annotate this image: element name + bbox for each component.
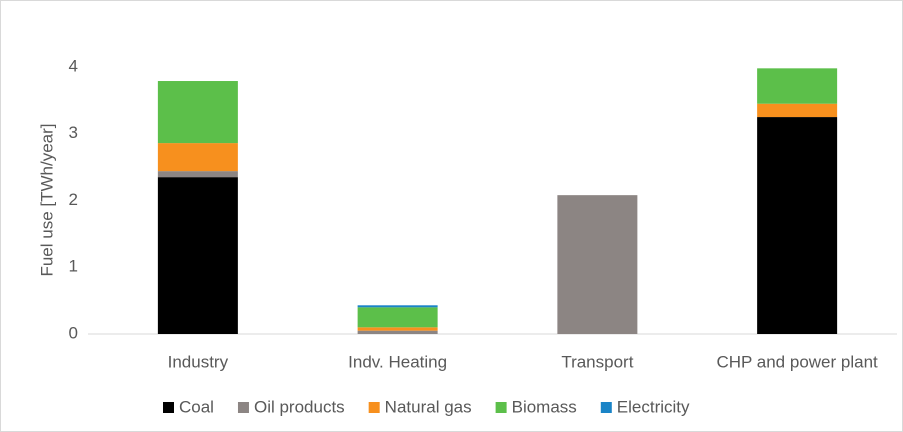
x-tick-label: Transport	[561, 352, 633, 371]
legend-swatch	[368, 402, 380, 413]
bar-segment	[357, 327, 438, 331]
bar-segment	[157, 81, 238, 144]
bar-segment	[357, 307, 438, 328]
bar-segment	[157, 177, 238, 334]
legend-label: Coal	[179, 397, 214, 416]
bar-segment	[157, 143, 238, 172]
bar-segment	[357, 305, 438, 308]
y-tick-label: 0	[69, 323, 78, 342]
y-tick-label: 2	[69, 190, 78, 209]
x-tick-label: Indv. Heating	[348, 352, 447, 371]
bar-segment	[557, 195, 638, 334]
legend-label: Oil products	[254, 397, 345, 416]
legend-label: Natural gas	[385, 397, 472, 416]
y-axis-label: Fuel use [TWh/year]	[37, 123, 56, 276]
y-tick-label: 1	[69, 257, 78, 276]
x-tick-label: CHP and power plant	[716, 352, 878, 371]
legend-swatch	[600, 402, 612, 413]
bar-segment	[757, 68, 838, 104]
legend-label: Biomass	[512, 397, 577, 416]
x-tick-label: Industry	[168, 352, 229, 371]
legend-swatch	[495, 402, 507, 413]
legend-label: Electricity	[617, 397, 690, 416]
bar-segment	[357, 330, 438, 334]
bar-segment	[157, 171, 238, 178]
y-tick-label: 4	[69, 56, 78, 75]
bar-segment	[757, 103, 838, 118]
bar-segment	[757, 117, 838, 334]
legend-swatch	[237, 402, 249, 413]
legend-swatch	[163, 402, 174, 413]
y-tick-label: 3	[69, 123, 78, 142]
